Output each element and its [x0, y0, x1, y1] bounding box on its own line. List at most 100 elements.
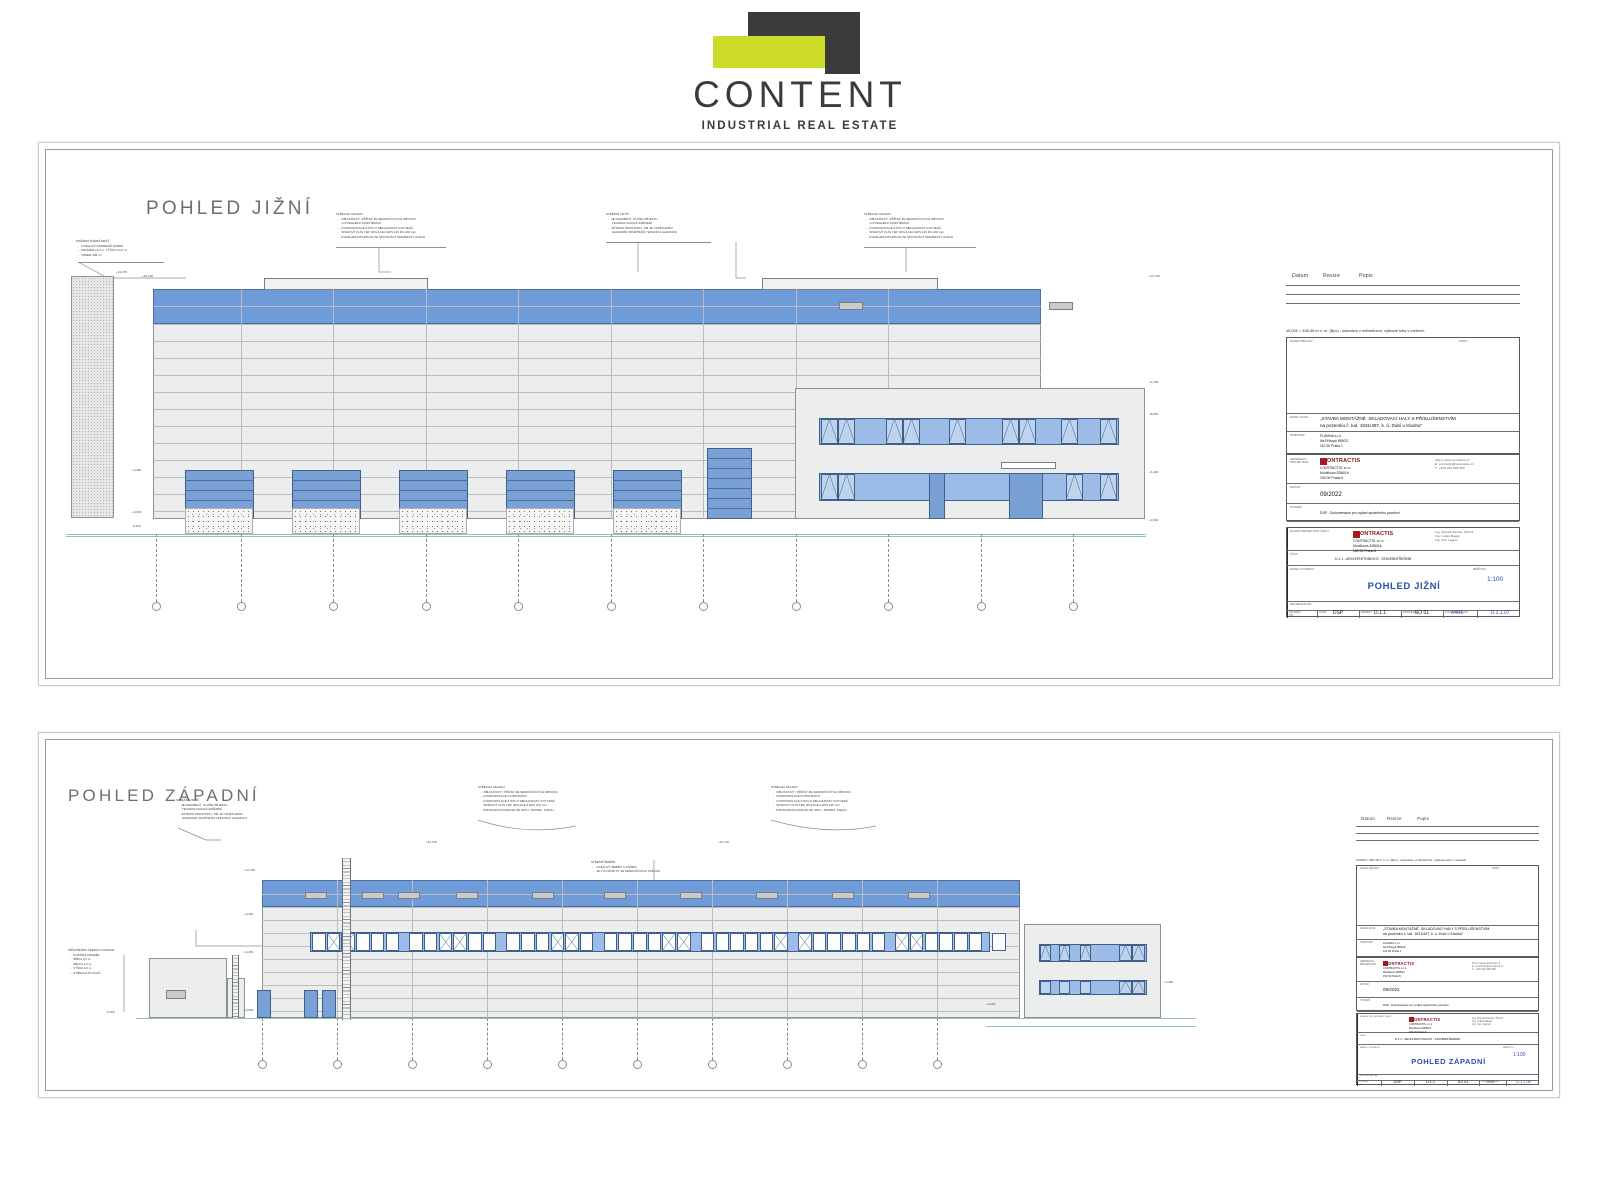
sheet-border-west: POHLED ZÁPADNÍ STŘEŠNÍ VIKÝŘ - JE NAVRŽE… [45, 739, 1553, 1091]
ribbon-window-pane [506, 933, 520, 951]
ribbon-window-pane [482, 933, 497, 951]
ribbon-window-pane [453, 933, 467, 951]
ribbon-window-pane [633, 933, 647, 951]
tb-label-nazev-akce: NÁZEV AKCE: [1290, 416, 1309, 419]
grid-line [262, 1018, 263, 1060]
tb-value-objekt: SO 01 [1414, 610, 1430, 616]
view-title-west: POHLED ZÁPADNÍ [68, 786, 260, 805]
tb-label-profese: PROFESE: [1403, 611, 1418, 614]
note-roof-right: STŘECHA SKLADU - OBLOUKOVÝ, PŘÍČNÝ ZE SE… [864, 212, 954, 239]
note-leader-2 [336, 247, 446, 248]
ribbon-window-pane [618, 933, 632, 951]
tb-label-stupen-pd-w: STUPEŇ PD: [1359, 1081, 1368, 1086]
grid-bubble-E [558, 1060, 567, 1069]
sheet-border-south: POHLED JIŽNÍ POŽÁRNÍ NÁDRŽ DEŠŤ. - OCELO… [45, 149, 1553, 679]
grid-bubble-F [633, 1060, 642, 1069]
grid-line [712, 1018, 713, 1060]
revision-header-popis-w: Popis [1417, 816, 1429, 821]
grid-line [787, 1018, 788, 1060]
tb-label-investor: INVESTOR: [1290, 434, 1306, 437]
note-leader-1 [78, 262, 164, 263]
logo-mark-icon [712, 12, 888, 74]
tb-label-revize: REVIZE/DATUM: [1290, 603, 1312, 606]
title-block-south: NÁZEV PŘÍLOHY: POZN.: NÁZEV AKCE: „STAVB… [1286, 337, 1520, 455]
tb-label-stupen-w: STUPEŇ: [1360, 1000, 1371, 1002]
ribbon-window-pane [438, 933, 453, 951]
tb-label-nazev-vykresu: NÁZEV VÝKRESU: [1290, 568, 1315, 571]
ribbon-window-pane [812, 933, 827, 951]
overhead-sectional-door [707, 448, 752, 519]
tb-value-people: Ing. Zbyněk Pavlas, ČKAIT Ing. Lukáš Mag… [1435, 530, 1474, 542]
tb-value-stupen: DSP - Dokumentace pro vydání společného … [1320, 511, 1400, 515]
tb-value-cislo-vykresu: D.1.1.07 [1490, 610, 1510, 616]
ground-line-2 [66, 536, 1146, 537]
revision-header-datum: Datum [1292, 273, 1309, 279]
ribbon-window-pane [954, 933, 968, 951]
title-block-west-2: GENERÁLNÍ PROJEKTANT: ONTRACTIS CONTRACT… [1356, 957, 1539, 1012]
revision-header-revize: Revize [1323, 273, 1341, 279]
roof-vent-2 [1049, 302, 1073, 310]
tb-label-nazev-akce-w: NÁZEV AKCE: [1360, 928, 1377, 930]
office-entrance-door-left [929, 473, 945, 519]
tb-value-stupen-pd: DSP [1332, 610, 1344, 616]
tb-value-contact-w: http:// www.contractis.cz E contractis@c… [1472, 962, 1504, 971]
datum-note-west: ±0,000 = 335,45 m n. m. (Bpv) - kótováno… [1356, 858, 1467, 862]
tb-value-profese: N401 [1451, 610, 1463, 616]
tb-drawing-title-south: POHLED JIŽNÍ [1367, 581, 1441, 592]
tb-value-cast-b-w: D.1.1 [1425, 1080, 1436, 1084]
tb-label-hlavni-projektant-w: HLAVNÍ PROJEKTANT ČÁSTI: [1360, 1016, 1393, 1018]
office-block-west [1024, 924, 1161, 1018]
ribbon-window-pane [730, 933, 744, 951]
tb-value-project-name: „STAVBA MONTÁŽNĚ SKLADOVACÍ HALY S PŘÍSL… [1320, 416, 1456, 428]
ribbon-window-pane [385, 933, 399, 951]
grid-line [487, 1018, 488, 1060]
tb-label-cast-w: ČÁST: [1360, 1035, 1367, 1037]
ribbon-window-pane [798, 933, 812, 951]
ribbon-window-pane [774, 933, 788, 951]
tb-drawing-title-west: POHLED ZÁPADNÍ [1411, 1057, 1486, 1066]
ribbon-window-pane [759, 933, 774, 951]
entrance-canopy [1001, 462, 1056, 469]
tb-label-nazev-vykresu-w: NÁZEV VÝKRESU: [1360, 1047, 1381, 1049]
ribbon-window-pane [895, 933, 909, 951]
tb-label-meritko-w: MĚŘÍTKO: [1503, 1047, 1515, 1049]
tb-label-gen-projektant-w: GENERÁLNÍ PROJEKTANT: [1360, 961, 1377, 966]
grid-line [412, 1018, 413, 1060]
grid-bubble-B [333, 1060, 342, 1069]
ribbon-window-pane [603, 933, 618, 951]
tb-value-meritko: 1:100 [1487, 576, 1504, 583]
ribbon-window-pane [565, 933, 579, 951]
tb-value-objekt-w: SO 01 [1457, 1080, 1469, 1084]
access-ladder-small [232, 955, 239, 1018]
ribbon-window-pane [312, 933, 326, 951]
office-entrance-door-main [1009, 473, 1043, 519]
note-pump-station-west: PŘÍSTŘEŠEK ČERPACÍ STANICE - POŽÁRNÍ NÁD… [68, 948, 115, 975]
roof-access-ladder [342, 858, 351, 1020]
retention-tank [71, 276, 114, 518]
ribbon-window-pane [827, 933, 841, 951]
grid-line [337, 1018, 338, 1060]
datum-note-south: ±0,000 = 335,45 m n. m. (Bpv) - kótováno… [1286, 328, 1425, 333]
ribbon-window-pane [662, 933, 676, 951]
tb-value-gen-projektant: CONTRACTIS, s.r.o. Moulíkova 3286/1b 150… [1320, 466, 1352, 480]
tb-label-investor-w: INVESTOR: [1360, 942, 1374, 944]
tb-label-cislo-vykresu: ČÍSLO VÝKRESU: [1445, 611, 1469, 614]
tb-label-meritko: MĚŘÍTKO: [1473, 568, 1487, 571]
tb-value-profese-w: N401 [1485, 1080, 1496, 1084]
revision-header-popis: Popis [1359, 273, 1373, 279]
ribbon-window-pane [856, 933, 871, 951]
tb-label-datum-w: DATUM: [1360, 984, 1370, 986]
tb-value-investor-w: FLAVINA s.r.o. Na Příkopě 859/22 110 00 … [1383, 942, 1406, 953]
tb-label-revize-w: REVIZE/DATUM: [1360, 1075, 1379, 1077]
tb-value-people-w: Ing. Zbyněk Pavlas, ČKAIT Ing. Lukáš Mag… [1472, 1017, 1504, 1026]
contractis-logo-mark-2 [1353, 531, 1360, 538]
ribbon-window-pane [909, 933, 924, 951]
ribbon-window-pane [326, 933, 341, 951]
tb-label-cast-b: ČÁST: [1319, 611, 1328, 614]
tb-value-stupen-pd-w: DSP [1393, 1080, 1402, 1084]
pump-station-louvre [166, 990, 186, 999]
ribbon-window-pane [992, 933, 1006, 951]
view-title-south: POHLED JIŽNÍ [146, 198, 314, 219]
ribbon-window-pane [535, 933, 550, 951]
tb-value-contact: http:// www.contractis.cz E contractis@c… [1435, 458, 1474, 470]
